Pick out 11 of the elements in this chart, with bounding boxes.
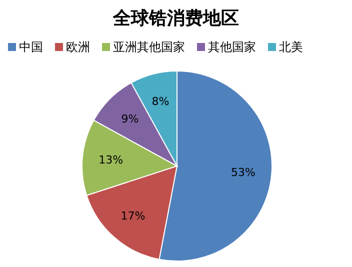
legend-label: 中国 — [19, 40, 43, 54]
data-label: 9% — [121, 112, 139, 126]
legend-label: 欧洲 — [66, 40, 90, 54]
legend-label: 其他国家 — [208, 40, 256, 54]
data-label: 8% — [152, 95, 170, 108]
legend-label: 北美 — [279, 40, 303, 54]
data-label: 17% — [120, 209, 146, 222]
data-label: 53% — [230, 166, 256, 179]
legend-label: 亚洲其他国家 — [113, 40, 185, 54]
data-label: 13% — [98, 153, 124, 166]
chart-title: 全球锆消费地区 — [112, 8, 239, 29]
